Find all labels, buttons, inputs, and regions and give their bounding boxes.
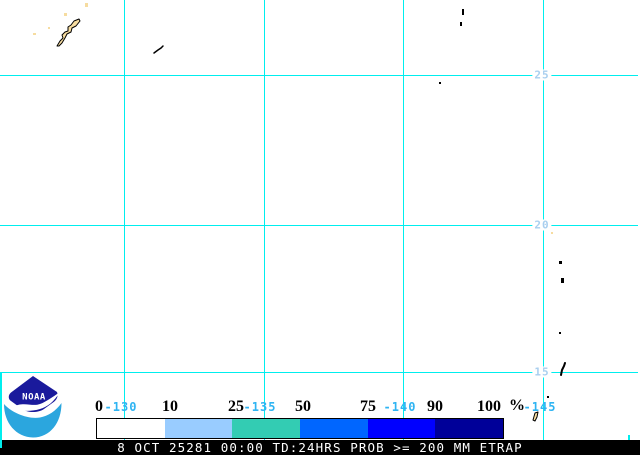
islet-speck	[547, 396, 549, 398]
scale-tick-label: 25	[228, 398, 244, 415]
scale-tick-label: 0	[95, 398, 103, 415]
island-marianas	[560, 362, 566, 376]
scale-tick-label: 10	[162, 398, 178, 415]
islet-speck	[439, 82, 441, 84]
logo-gull-icon	[12, 392, 60, 411]
islet-speck	[559, 261, 562, 264]
scale-tick-label: 100	[477, 398, 501, 415]
colorbar-segment-25-50	[232, 419, 301, 438]
longitude-label: -145	[523, 400, 557, 414]
logo-sea-shape	[4, 403, 62, 438]
horizontal-gridline	[0, 75, 638, 76]
island-saipan	[532, 411, 539, 422]
logo-text: NOAA	[22, 393, 46, 403]
noaa-logo: NOAA	[2, 373, 64, 439]
longitude-label: -130	[104, 400, 138, 414]
left-edge-gridline	[0, 373, 2, 448]
horizontal-gridline	[0, 372, 638, 373]
longitude-label: -135	[243, 400, 277, 414]
scale-tick-label: 90	[427, 398, 443, 415]
horizontal-gridline	[0, 225, 638, 226]
vertical-gridline	[263, 0, 265, 441]
latitude-label: 25	[532, 68, 552, 82]
islet-speck	[561, 278, 564, 283]
islet-speck	[85, 3, 88, 7]
islet-speck	[48, 27, 50, 29]
islet-speck	[33, 33, 36, 35]
colorbar-segment-0-10	[97, 419, 165, 438]
island-amami	[153, 45, 164, 54]
percent-unit-label: %	[509, 397, 525, 414]
vertical-gridline	[403, 0, 404, 441]
right-edge-grid-tick	[628, 435, 630, 441]
colorbar-segment-50-75	[300, 419, 368, 438]
latitude-label: 15	[532, 365, 552, 379]
island-okinawa	[56, 18, 81, 47]
colorbar-segment-10-25	[164, 419, 233, 438]
islet-speck	[462, 9, 464, 15]
islet-speck	[559, 332, 561, 334]
status-bar: 8 OCT 25281 00:00 TD:24HRS PROB >= 200 M…	[0, 440, 640, 455]
latitude-label: 20	[532, 218, 552, 232]
longitude-label: -140	[383, 400, 417, 414]
colorbar-segment-75-90	[367, 419, 436, 438]
islet-speck	[460, 22, 462, 26]
vertical-gridline	[124, 0, 125, 441]
islet-speck	[551, 232, 553, 234]
scale-tick-label: 50	[295, 398, 311, 415]
colorbar-segment-90-100	[435, 419, 504, 438]
islet-speck	[64, 13, 67, 16]
probability-colorbar	[96, 418, 504, 439]
scale-tick-label: 75	[360, 398, 376, 415]
status-bar-text: 8 OCT 25281 00:00 TD:24HRS PROB >= 200 M…	[117, 440, 523, 455]
